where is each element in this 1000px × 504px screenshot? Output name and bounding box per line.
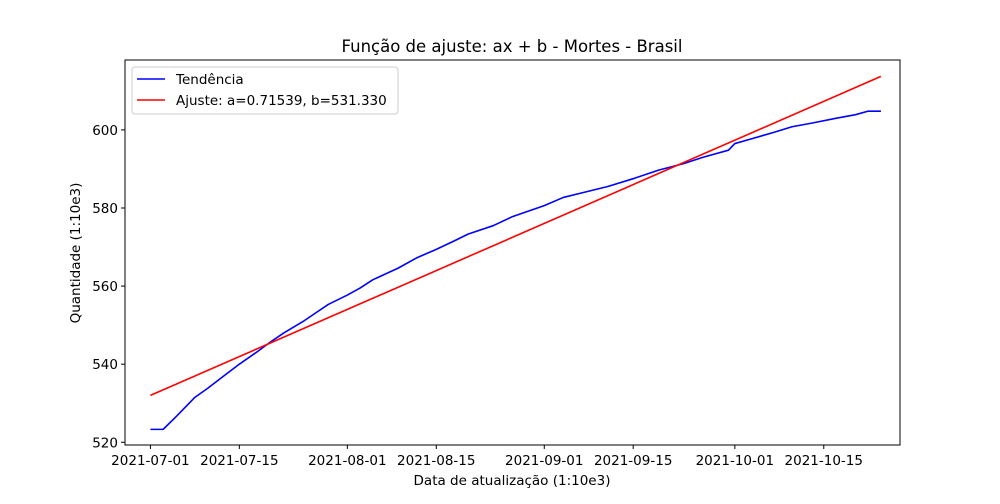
y-tick-label: 520 — [92, 435, 118, 451]
legend-label-0: Tendência — [175, 72, 244, 88]
x-tick-label: 2021-10-01 — [696, 453, 774, 469]
x-tick-label: 2021-09-15 — [594, 453, 672, 469]
legend: Tendência Ajuste: a=0.71539, b=531.330 — [131, 66, 399, 115]
x-axis-label: Data de atualização (1:10e3) — [414, 473, 611, 489]
legend-label-1: Ajuste: a=0.71539, b=531.330 — [176, 93, 387, 109]
series-line-1 — [150, 75, 882, 397]
x-axis: 2021-07-01 2021-07-15 2021-08-01 2021-08-15… — [111, 445, 863, 469]
chart-title: Função de ajuste: ax + b - Mortes - Bras… — [342, 37, 683, 56]
series-line-0 — [150, 110, 881, 431]
y-tick-label: 600 — [92, 123, 118, 139]
y-axis-label: Quantidade (1:10e3) — [68, 183, 84, 324]
y-axis: 520 540 560 580 600 — [92, 123, 125, 451]
legend-box — [131, 66, 399, 115]
x-tick-label: 2021-09-01 — [505, 453, 583, 469]
x-tick-label: 2021-10-15 — [785, 453, 863, 469]
plot-content — [150, 75, 882, 431]
x-tick-label: 2021-08-01 — [308, 453, 386, 469]
plot-frame — [124, 59, 901, 446]
y-tick-label: 580 — [92, 201, 118, 217]
y-tick-label: 560 — [92, 279, 118, 295]
y-tick-label: 540 — [92, 357, 118, 373]
x-tick-label: 2021-08-15 — [397, 453, 475, 469]
x-tick-label: 2021-07-15 — [200, 453, 278, 469]
x-tick-label: 2021-07-01 — [111, 453, 189, 469]
